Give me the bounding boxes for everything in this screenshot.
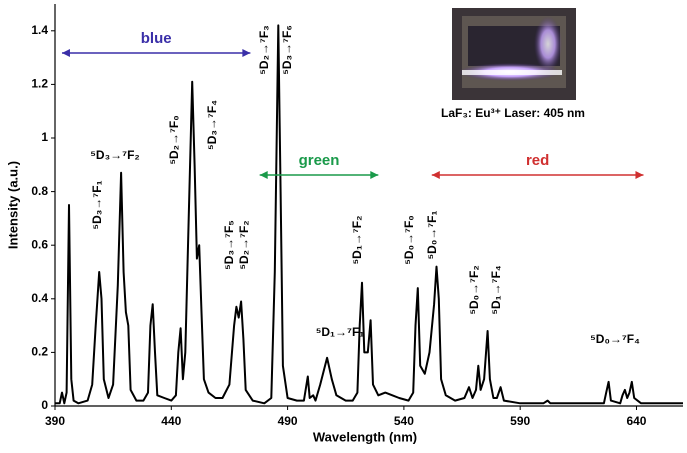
y-tick-label: 0: [41, 398, 48, 412]
x-tick-label: 590: [510, 414, 530, 428]
arrow-head: [431, 171, 440, 179]
arrow-head: [61, 49, 70, 57]
transition-label: ⁵D₀→⁷F₁: [425, 210, 439, 259]
arrow-head: [242, 49, 251, 57]
x-tick-label: 490: [278, 414, 298, 428]
y-tick-label: 0.8: [31, 184, 48, 198]
transition-label: ⁵D₂→⁷F₀: [167, 115, 181, 164]
transition-label: ⁵D₁→⁷F₄: [489, 265, 503, 315]
transition-label: ⁵D₀→⁷F₄: [590, 332, 640, 346]
inset-caption: LaF₃: Eu³⁺ Laser: 405 nm: [441, 106, 585, 120]
x-tick-label: 390: [45, 414, 65, 428]
transition-label: ⁵D₀→⁷F₂: [467, 265, 481, 314]
y-tick-label: 0.6: [31, 237, 48, 251]
y-tick-label: 0.4: [31, 291, 48, 305]
arrow-head: [259, 171, 268, 179]
x-axis-label: Wavelength (nm): [313, 429, 417, 444]
transition-label: ⁵D₃→⁷F₁: [90, 180, 104, 229]
transition-label: ⁵D₃→⁷F₅: [222, 220, 236, 270]
transition-label: ⁵D₃→⁷F₂: [90, 148, 139, 162]
y-tick-label: 1.4: [31, 23, 48, 37]
region-label: blue: [141, 30, 172, 47]
y-tick-label: 1.2: [31, 77, 48, 91]
transition-label: ⁵D₂→⁷F₃: [257, 25, 271, 74]
region-label: green: [299, 152, 340, 169]
x-tick-label: 440: [161, 414, 181, 428]
transition-label: ⁵D₁→⁷F₂: [350, 216, 364, 265]
transition-label: ⁵D₂→⁷F₂: [237, 220, 251, 269]
y-axis-label: Intensity (a.u.): [5, 161, 20, 249]
arrow-head: [635, 171, 644, 179]
arrow-head: [370, 171, 379, 179]
y-tick-label: 1: [41, 130, 48, 144]
transition-label: ⁵D₃→⁷F₆: [280, 25, 294, 75]
x-tick-label: 640: [626, 414, 646, 428]
x-tick-label: 540: [394, 414, 414, 428]
y-tick-label: 0.2: [31, 345, 48, 359]
spectrum-line: [55, 24, 683, 405]
transition-label: ⁵D₀→⁷F₀: [402, 215, 416, 264]
transition-label: ⁵D₃→⁷F₄: [205, 100, 219, 150]
transition-label: ⁵D₁→⁷F₁: [316, 325, 365, 339]
inset-photo: [452, 8, 576, 100]
region-label: red: [526, 152, 549, 169]
